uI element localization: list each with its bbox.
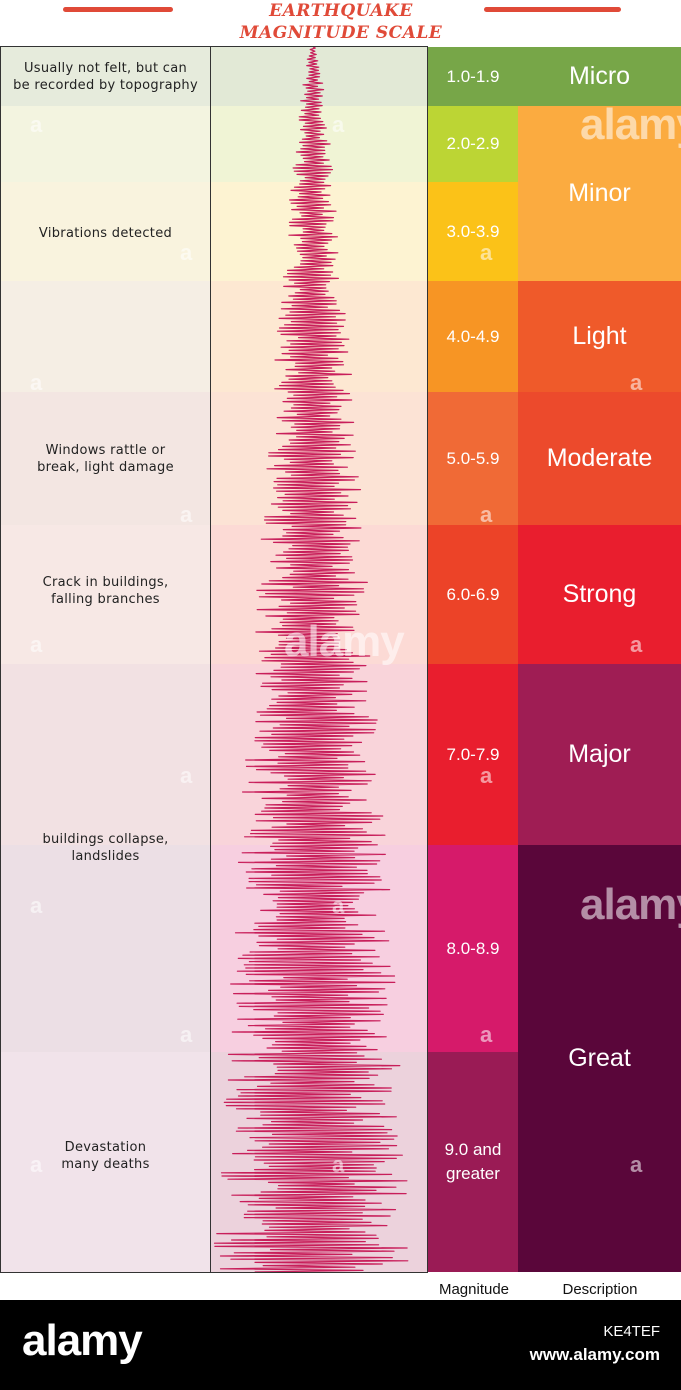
magnitude-cell: 1.0-1.9 bbox=[428, 47, 518, 106]
footer-bar bbox=[0, 1300, 681, 1390]
magnitude-cell: 9.0 and greater bbox=[428, 1052, 518, 1272]
magnitude-column-label: Magnitude bbox=[438, 1281, 510, 1298]
description-cell-strong: Strong bbox=[518, 525, 681, 664]
effect-band bbox=[0, 182, 211, 281]
effect-band bbox=[0, 281, 211, 392]
magnitude-cell: 7.0-7.9 bbox=[428, 664, 518, 845]
title-rule-left bbox=[63, 7, 173, 12]
waveform-trace bbox=[213, 47, 409, 1272]
effect-text-great: Devastation many deaths bbox=[61, 1140, 150, 1172]
chart-frame bbox=[0, 46, 428, 1273]
magnitude-cell: 8.0-8.9 bbox=[428, 845, 518, 1052]
footer-url: www.alamy.com bbox=[529, 1345, 660, 1364]
magnitude-cell: 4.0-4.9 bbox=[428, 281, 518, 392]
effect-band bbox=[0, 525, 211, 664]
description-cell-major: Major bbox=[518, 664, 681, 845]
effect-band bbox=[0, 1052, 211, 1272]
effect-text-moderate: Windows rattle or break, light damage bbox=[37, 443, 174, 475]
magnitude-cell: 5.0-5.9 bbox=[428, 392, 518, 525]
column-divider bbox=[210, 47, 211, 1272]
magnitude-cell: 2.0-2.9 bbox=[428, 106, 518, 182]
footer-image-id: KE4TEF bbox=[603, 1323, 660, 1340]
effect-band bbox=[0, 845, 211, 1052]
page-title: EARTHQUAKE MAGNITUDE SCALE bbox=[239, 1, 443, 43]
description-cell-micro: Micro bbox=[518, 47, 681, 106]
description-cell-light: Light bbox=[518, 281, 681, 392]
effect-text-minor: Vibrations detected bbox=[38, 226, 173, 241]
effect-band bbox=[0, 106, 211, 182]
effect-text-major: buildings collapse, landslides bbox=[42, 832, 169, 864]
description-cell-moderate: Moderate bbox=[518, 392, 681, 525]
effect-text-strong: Crack in buildings, falling branches bbox=[42, 575, 169, 607]
description-column-label: Description bbox=[562, 1281, 638, 1298]
magnitude-cell: 6.0-6.9 bbox=[428, 525, 518, 664]
effect-band bbox=[0, 47, 211, 106]
effect-text-micro: Usually not felt, but can be recorded by… bbox=[13, 61, 198, 93]
effect-band bbox=[0, 392, 211, 525]
description-cell-great: Great bbox=[518, 845, 681, 1272]
effect-band bbox=[0, 664, 211, 845]
title-rule-right bbox=[484, 7, 621, 12]
magnitude-cell: 3.0-3.9 bbox=[428, 182, 518, 281]
seismograph-waveform bbox=[213, 47, 409, 1272]
description-cell-minor: Minor bbox=[518, 106, 681, 281]
footer-logo: alamy bbox=[22, 1316, 143, 1365]
